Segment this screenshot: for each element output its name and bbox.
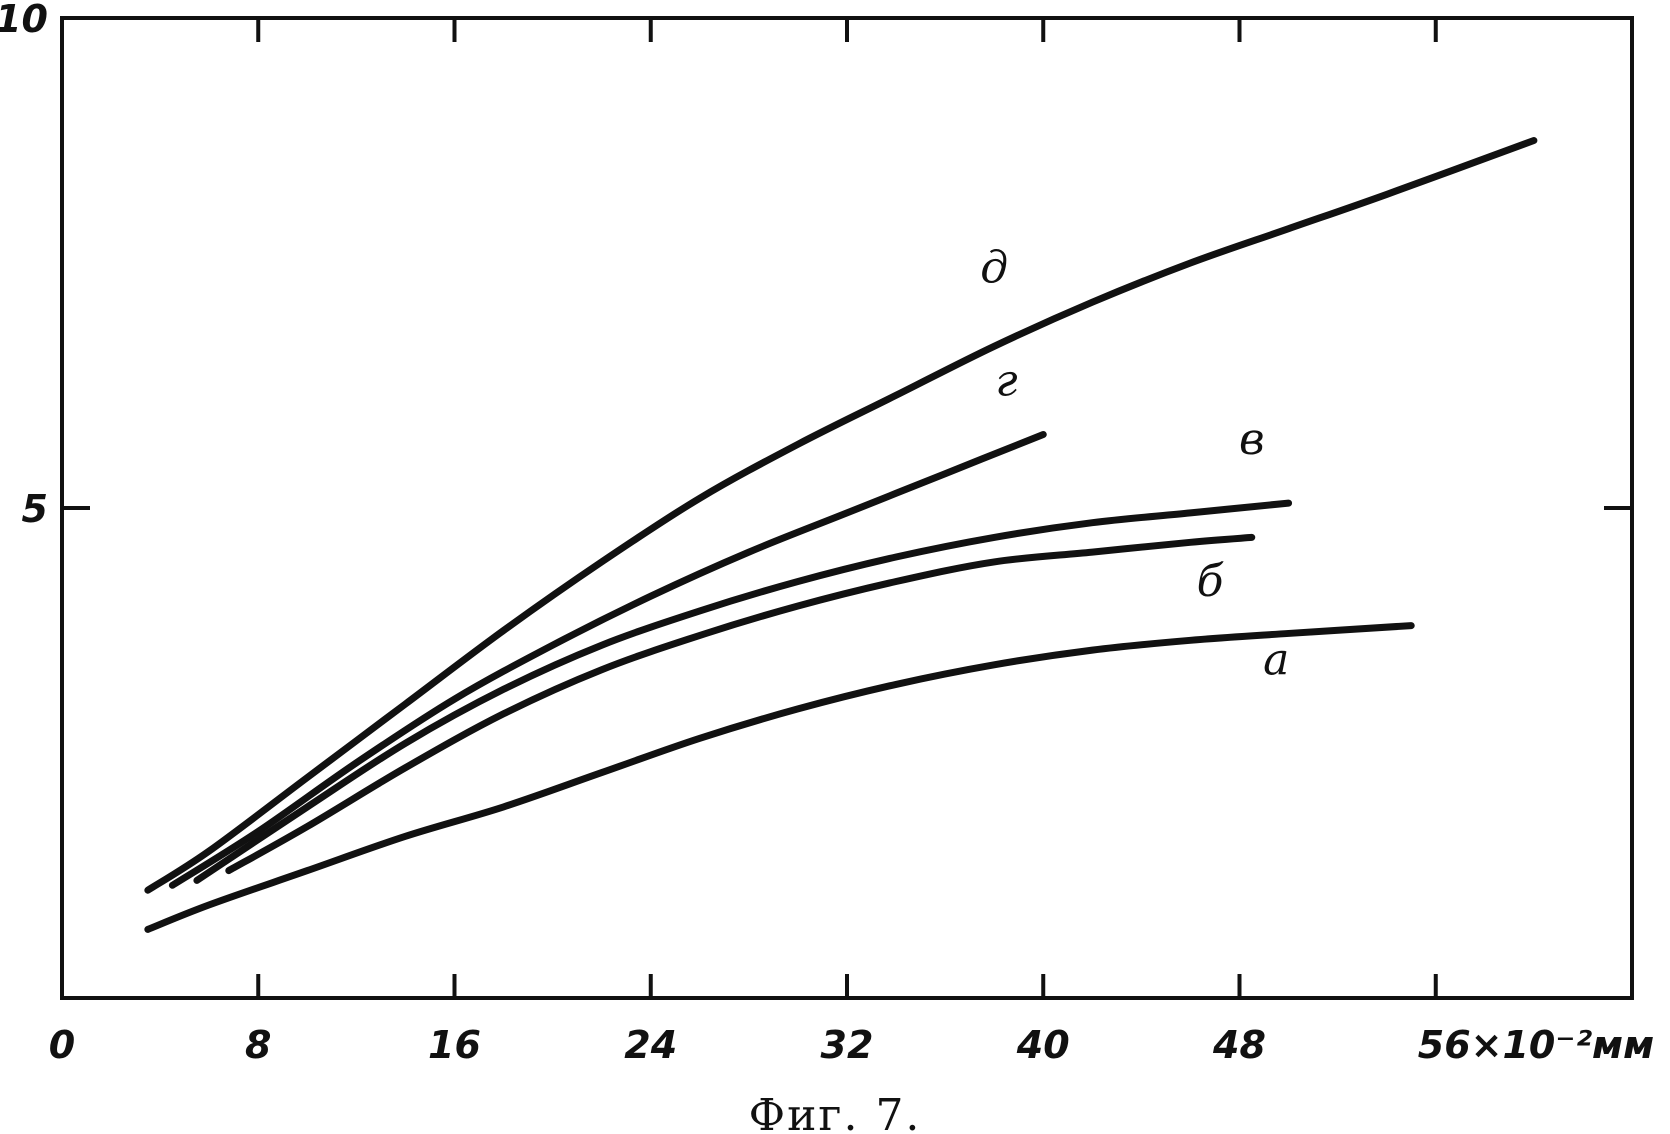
x-tick-label-0: 0 bbox=[49, 1023, 75, 1067]
series-label-2: в bbox=[1239, 414, 1265, 465]
series-labels: д г в ба bbox=[980, 243, 1289, 686]
x-tick-label-1: 8 bbox=[245, 1023, 271, 1067]
series-label-4: а bbox=[1263, 635, 1289, 686]
axis-ticks bbox=[62, 18, 1632, 998]
series-line-4 bbox=[144, 622, 1415, 933]
x-tick-label-6: 48 bbox=[1212, 1023, 1266, 1067]
series-line-3 bbox=[225, 533, 1256, 875]
series-label-0: д bbox=[980, 243, 1008, 294]
series-label-1: г bbox=[995, 355, 1017, 406]
figure-caption: Фиг. 7. bbox=[749, 1090, 922, 1134]
y-tick-label-1: 10 bbox=[0, 0, 48, 41]
x-axis-tick-labels: 0 8 16 24 32 40 48 56×10⁻²мм bbox=[49, 1023, 1654, 1067]
series-line-2 bbox=[193, 499, 1293, 884]
x-tick-label-7: 56×10⁻²мм bbox=[1418, 1023, 1654, 1067]
x-tick-label-5: 40 bbox=[1016, 1023, 1070, 1067]
y-axis-tick-labels: 5 10 bbox=[0, 0, 48, 531]
series-label-3: б bbox=[1197, 556, 1224, 607]
x-tick-label-4: 32 bbox=[821, 1023, 874, 1067]
x-tick-label-3: 24 bbox=[624, 1023, 677, 1067]
plot-frame bbox=[60, 16, 1634, 1000]
series-line-1 bbox=[168, 431, 1047, 889]
x-tick-label-2: 16 bbox=[428, 1023, 481, 1067]
series-lines bbox=[144, 137, 1538, 933]
series-line-0 bbox=[144, 137, 1538, 894]
y-tick-label-0: 5 bbox=[22, 487, 48, 531]
